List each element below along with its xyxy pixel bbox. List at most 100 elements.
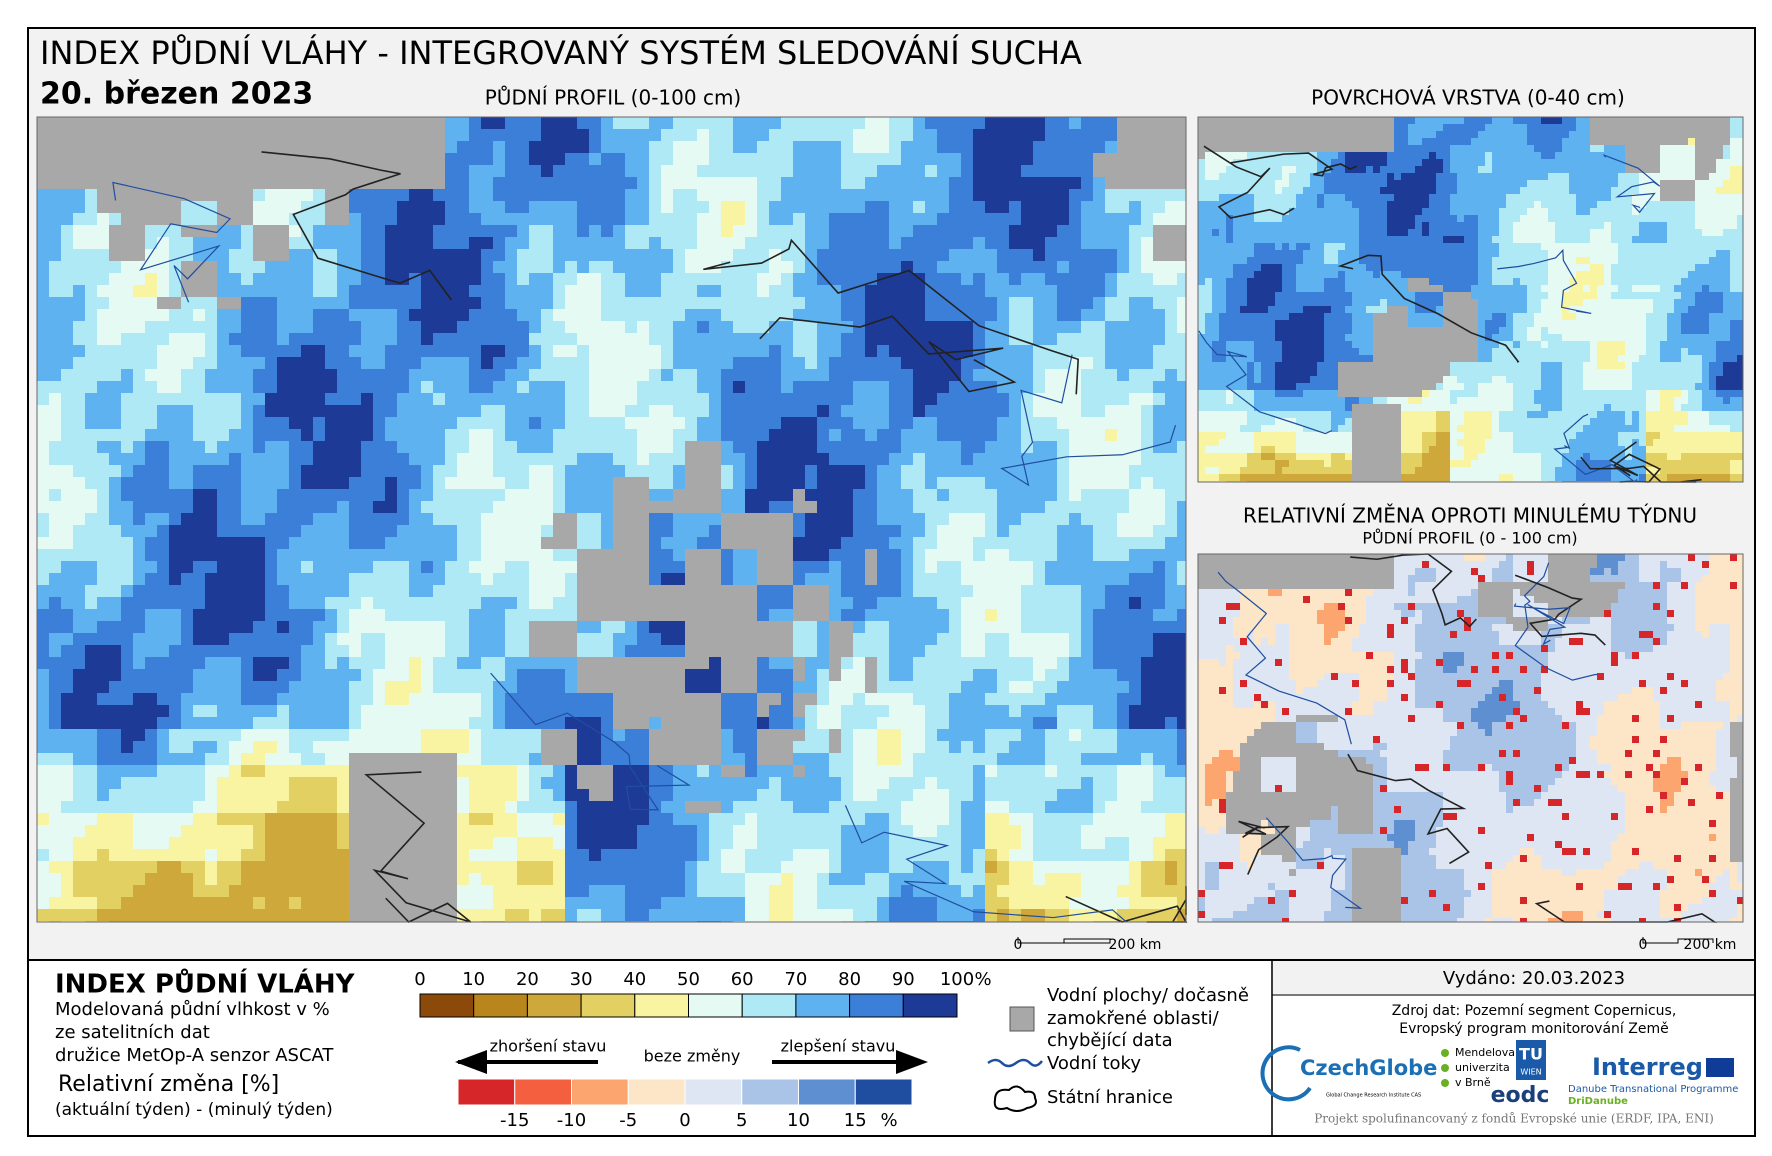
map-cell [229, 381, 241, 393]
map-cell [169, 465, 181, 477]
map-cell [265, 753, 277, 765]
map-cell [505, 657, 517, 669]
map-cell [157, 777, 169, 789]
map-cell [817, 765, 829, 777]
map-cell [385, 393, 397, 405]
map-cell [469, 321, 481, 333]
map-cell [409, 645, 421, 657]
map-cell [337, 357, 349, 369]
map-cell [1021, 681, 1033, 693]
map-cell [553, 369, 565, 381]
map-cell [133, 393, 145, 405]
map-cell [97, 345, 109, 357]
map-cell [145, 621, 157, 633]
map-cell [673, 477, 685, 489]
map-cell [1141, 717, 1153, 729]
map-cell [841, 381, 853, 393]
map-cell [145, 813, 157, 825]
map-cell [865, 297, 877, 309]
map-cell [877, 129, 889, 141]
map-cell [901, 177, 913, 189]
map-cell [1069, 777, 1081, 789]
map-cell [1033, 189, 1045, 201]
map-cell [961, 513, 973, 525]
map-cell [421, 573, 433, 585]
map-cell [85, 453, 97, 465]
map-cell [649, 405, 661, 417]
map-cell [1093, 345, 1105, 357]
map-cell [133, 537, 145, 549]
map-cell [205, 297, 217, 309]
map-cell [313, 753, 325, 765]
map-cell [397, 393, 409, 405]
map-cell [409, 417, 421, 429]
map-cell [265, 573, 277, 585]
map-cell [673, 261, 685, 273]
map-cell [61, 729, 73, 741]
map-cell [601, 525, 613, 537]
map-cell [1009, 561, 1021, 573]
map-cell [577, 465, 589, 477]
map-cell [61, 669, 73, 681]
map-cell [673, 441, 685, 453]
map-cell [757, 357, 769, 369]
map-cell [133, 645, 145, 657]
map-cell [385, 465, 397, 477]
map-cell [649, 417, 661, 429]
map-cell [97, 765, 109, 777]
map-cell [793, 441, 805, 453]
map-cell [457, 525, 469, 537]
map-cell [481, 693, 493, 705]
map-cell [613, 381, 625, 393]
map-cell [109, 465, 121, 477]
map-cell [913, 489, 925, 501]
map-cell [937, 273, 949, 285]
map-cell [661, 801, 673, 813]
map-cell [769, 609, 781, 621]
map-cell [385, 297, 397, 309]
map-cell [517, 429, 529, 441]
map-cell [577, 357, 589, 369]
map-cell [493, 765, 505, 777]
map-cell [1105, 717, 1117, 729]
map-cell [877, 153, 889, 165]
map-cell [817, 405, 829, 417]
map-cell [901, 357, 913, 369]
map-cell [529, 573, 541, 585]
map-cell [841, 249, 853, 261]
map-cell [265, 609, 277, 621]
map-cell [733, 201, 745, 213]
map-cell [433, 561, 445, 573]
map-cell [673, 633, 685, 645]
map-cell [1177, 657, 1186, 669]
map-cell [865, 369, 877, 381]
map-cell [853, 417, 865, 429]
map-cell [745, 477, 757, 489]
map-cell [85, 561, 97, 573]
map-cell [445, 693, 457, 705]
map-cell [361, 297, 373, 309]
map-cell [577, 237, 589, 249]
map-cell [601, 453, 613, 465]
map-cell [625, 381, 637, 393]
map-cell [1105, 669, 1117, 681]
map-cell [1069, 537, 1081, 549]
map-cell [877, 285, 889, 297]
map-cell [325, 549, 337, 561]
map-cell [433, 261, 445, 273]
map-cell [1009, 393, 1021, 405]
map-cell [133, 513, 145, 525]
map-cell [121, 825, 133, 837]
map-cell [565, 417, 577, 429]
map-cell [469, 165, 481, 177]
map-cell [349, 237, 361, 249]
map-cell [1177, 585, 1186, 597]
map-cell [361, 357, 373, 369]
map-cell [181, 657, 193, 669]
map-cell [1057, 129, 1069, 141]
map-cell [1069, 213, 1081, 225]
map-cell [829, 297, 841, 309]
map-cell [769, 441, 781, 453]
map-cell [565, 453, 577, 465]
map-cell [133, 369, 145, 381]
